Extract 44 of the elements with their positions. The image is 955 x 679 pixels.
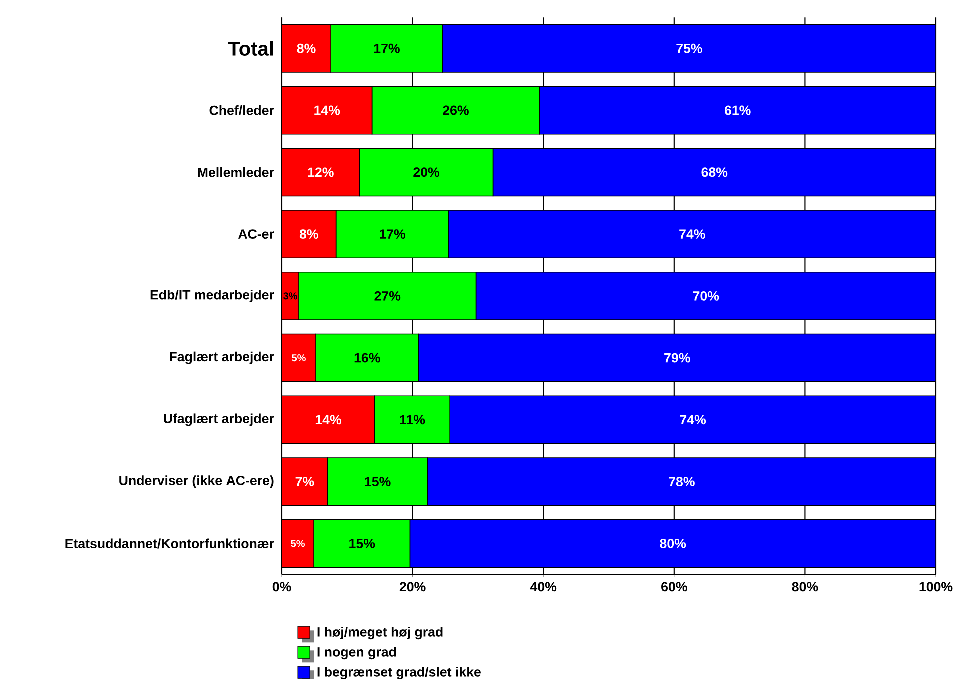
data-label: 16%	[354, 353, 380, 363]
data-label: 5%	[291, 540, 305, 548]
legend-label: I nogen grad	[318, 647, 396, 660]
data-label: 8%	[297, 44, 316, 54]
data-label: 75%	[676, 44, 702, 54]
x-tick-label: 0%	[272, 582, 292, 592]
y-tick-label: AC-er	[238, 230, 274, 240]
data-label: 74%	[680, 415, 706, 425]
data-label: 11%	[400, 415, 426, 425]
data-label: 5%	[292, 354, 306, 362]
data-label: 70%	[693, 291, 720, 301]
y-tick-label: Faglært arbejder	[170, 352, 274, 364]
data-label: 26%	[443, 106, 469, 116]
data-label: 80%	[660, 539, 686, 548]
data-label: 17%	[374, 44, 400, 54]
data-label: 15%	[365, 477, 391, 487]
data-label: 3%	[284, 292, 298, 300]
data-label: 15%	[350, 539, 376, 548]
data-label: 68%	[702, 168, 728, 178]
data-label: 20%	[414, 168, 440, 178]
y-tick-label: Chef/leder	[210, 106, 274, 116]
y-tick-label: Underviser (ikke AC-ere)	[120, 476, 274, 488]
data-label: 17%	[380, 230, 406, 239]
data-label: 74%	[680, 230, 706, 239]
x-tick-label: 20%	[400, 582, 426, 592]
data-label: 61%	[724, 106, 751, 116]
data-label: 12%	[308, 168, 334, 178]
y-tick-label: Total	[228, 41, 274, 56]
data-label: 8%	[300, 230, 318, 239]
x-tick-label: 100%	[920, 582, 953, 592]
data-label: 14%	[316, 415, 342, 425]
data-label: 78%	[669, 477, 695, 487]
data-label: 7%	[296, 477, 314, 487]
x-tick-label: 80%	[792, 582, 818, 592]
y-tick-label: Etatsuddannet/Kontorfunktionær	[66, 538, 274, 549]
y-tick-label: Mellemleder	[198, 168, 274, 178]
x-tick-label: 40%	[530, 582, 557, 592]
y-tick-label: Ufaglært arbejder	[164, 414, 274, 426]
legend-label: I høj/meget høj grad	[318, 627, 443, 640]
y-tick-label: Edb/IT medarbejder	[150, 290, 274, 302]
data-label: 14%	[314, 106, 340, 116]
x-tick-label: 60%	[662, 582, 688, 592]
data-label: 79%	[664, 353, 690, 363]
data-label: 27%	[374, 291, 401, 301]
